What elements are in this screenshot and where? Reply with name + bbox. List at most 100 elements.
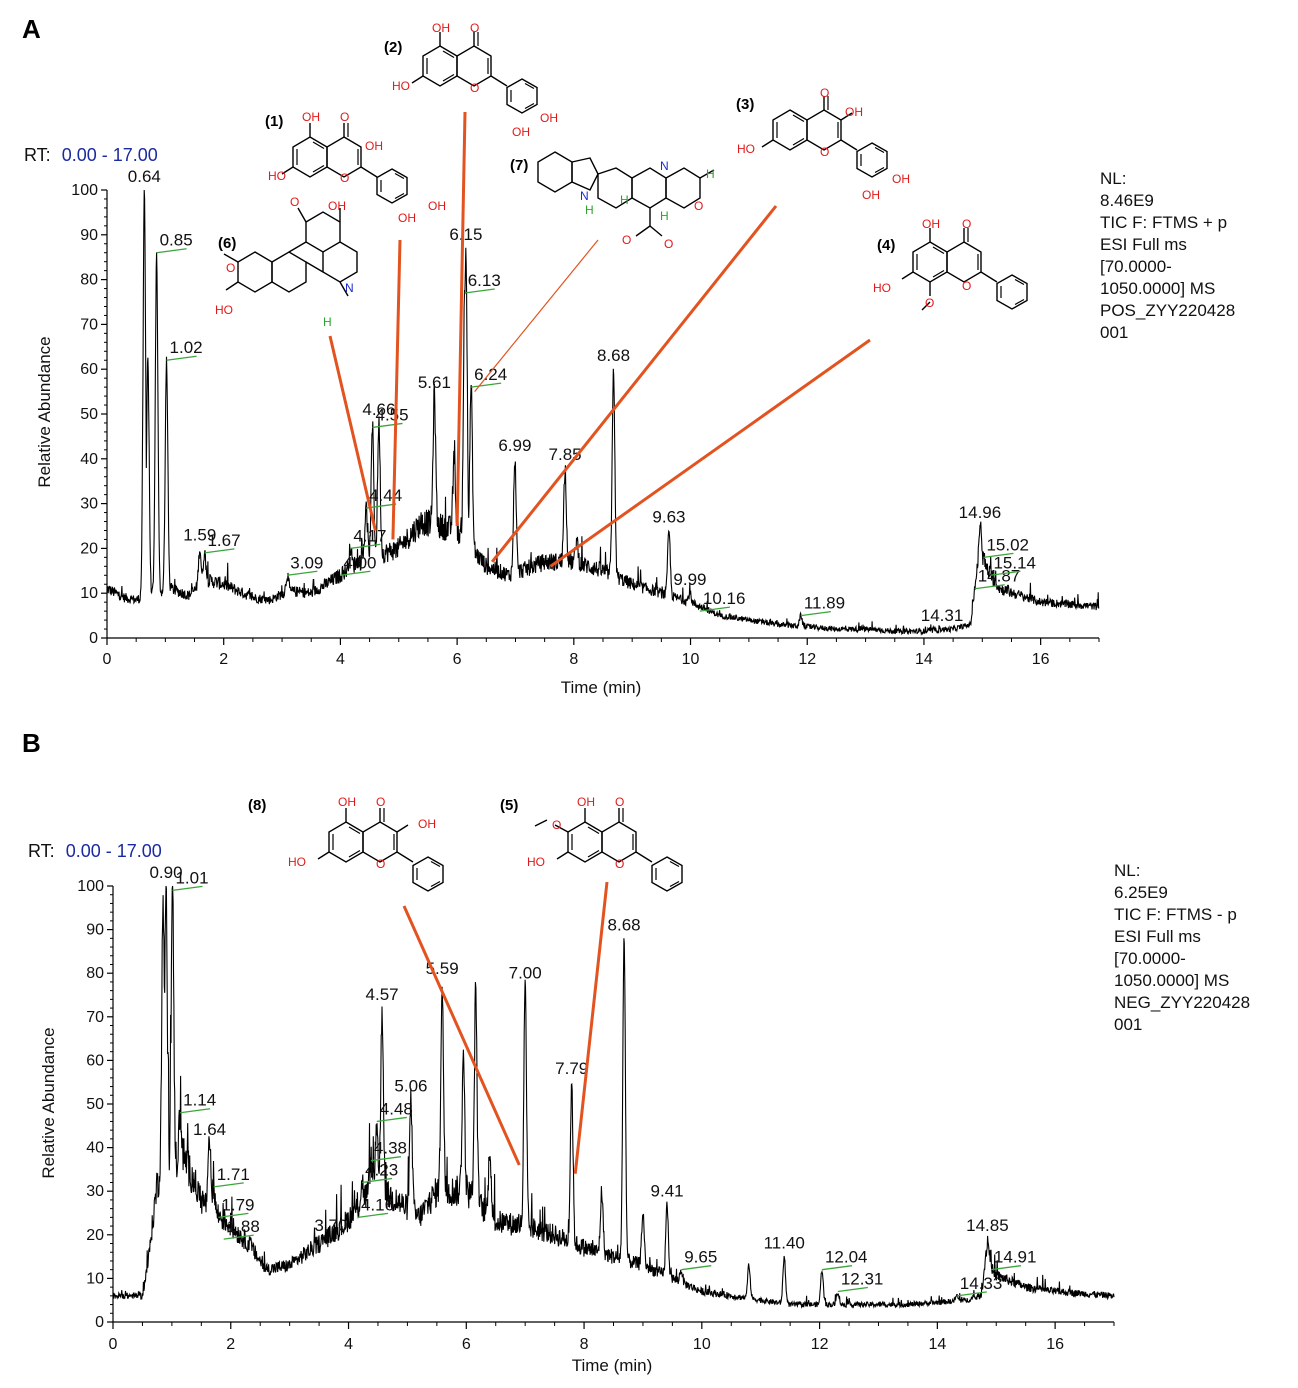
- peak-label-text: 3.70: [314, 1216, 347, 1235]
- svg-text:HO: HO: [527, 855, 545, 869]
- peak-label: 4.00: [340, 553, 377, 576]
- peak-tag-line: [990, 570, 1021, 576]
- panel-letter-b: B: [22, 728, 41, 758]
- x-tick-label: 10: [693, 1336, 711, 1353]
- info-line: ESI Full ms: [1114, 927, 1201, 946]
- y-tick-label: 20: [80, 540, 98, 557]
- peak-label-text: 3.09: [290, 553, 323, 572]
- peak-tag-line: [350, 543, 381, 550]
- peak-tag-line: [340, 570, 371, 576]
- chromatogram-trace-b: [112, 885, 1115, 1309]
- peak-tag-line: [681, 1265, 712, 1271]
- y-tick-label: 0: [89, 630, 98, 647]
- peak-label: 12.04: [821, 1248, 867, 1271]
- svg-text:O: O: [962, 217, 971, 231]
- x-tick-label: 2: [226, 1336, 235, 1353]
- svg-text:H: H: [620, 193, 629, 207]
- peak-label-text: 4.17: [353, 526, 386, 545]
- x-tick-label: 8: [569, 651, 578, 668]
- peak-label: 6.13: [464, 271, 501, 294]
- leader-line: [455, 111, 467, 527]
- structure-compound-6: (6) O OH O HO N H: [215, 195, 358, 329]
- x-tick-label: 8: [580, 1336, 589, 1353]
- x-tick-label: 0: [109, 1336, 118, 1353]
- peak-label: 0.85: [156, 231, 193, 254]
- peak-label-text: 4.00: [343, 553, 376, 572]
- peak-label-text: 6.13: [468, 271, 501, 290]
- peak-label-text: 1.67: [207, 531, 240, 550]
- peak-label: 3.70: [314, 1216, 347, 1235]
- y-tick-label: 30: [86, 1183, 104, 1200]
- leader-line: [391, 239, 402, 540]
- structure-compound-8: (8) OH O OH HO O: [248, 795, 444, 892]
- peak-tag-line: [287, 570, 318, 576]
- peak-label-text: 7.00: [509, 963, 542, 982]
- compound-label-1: (1): [265, 113, 283, 130]
- leader-line: [402, 905, 521, 1166]
- peak-tag-line: [370, 1156, 401, 1162]
- peak-label: 14.31: [921, 606, 964, 625]
- peak-label-text: 4.23: [365, 1160, 398, 1179]
- y-tick-label: 40: [86, 1140, 104, 1157]
- peak-label: 15.02: [983, 535, 1029, 559]
- peak-tag-line: [204, 548, 235, 554]
- info-line: 001: [1100, 323, 1128, 342]
- svg-text:OH: OH: [845, 105, 863, 119]
- peak-label-text: 4.66: [362, 400, 395, 419]
- peak-label-text: 4.38: [374, 1139, 407, 1158]
- peak-label: 9.41: [651, 1181, 684, 1200]
- peak-labels-b: 0.901.01 1.14 1.64 1.71 1.79 1.88 3.70 4.16 4.23…: [149, 863, 1037, 1297]
- peak-label: 3.09: [287, 553, 323, 576]
- svg-text:OH: OH: [512, 125, 530, 139]
- y-tick-label: 50: [86, 1096, 104, 1113]
- compound-label-5: (5): [500, 797, 518, 814]
- peak-label-text: 1.64: [193, 1120, 226, 1139]
- svg-text:HO: HO: [215, 303, 233, 317]
- svg-text:O: O: [820, 86, 829, 100]
- y-tick-label: 40: [80, 451, 98, 468]
- peak-label: 4.44: [366, 486, 402, 509]
- peak-tag-line: [357, 1212, 389, 1219]
- peak-label: 15.14: [990, 553, 1036, 576]
- peak-label-text: 0.85: [160, 231, 193, 250]
- svg-text:OH: OH: [398, 211, 416, 225]
- info-line: TIC F: FTMS + p: [1100, 213, 1227, 232]
- compound-label-4: (4): [877, 237, 895, 254]
- peak-tag-line: [361, 1177, 393, 1184]
- info-line: 1050.0000] MS: [1114, 971, 1229, 990]
- compound-label-8: (8): [248, 797, 266, 814]
- peak-tag-line: [180, 1108, 211, 1114]
- peak-label: 1.59: [183, 525, 216, 544]
- peak-label: 9.63: [652, 507, 685, 526]
- peak-label-text: 11.89: [804, 594, 845, 613]
- compound-label-6: (6): [218, 235, 236, 252]
- svg-text:O: O: [962, 279, 971, 293]
- y-tick-label: 60: [80, 361, 98, 378]
- y-tick-label: 70: [80, 316, 98, 333]
- info-line: 001: [1114, 1015, 1142, 1034]
- rt-range-label-b: RT: 0.00 - 17.00: [28, 841, 162, 861]
- svg-text:OH: OH: [432, 21, 450, 35]
- svg-text:O: O: [694, 199, 703, 213]
- peak-label-text: 4.16: [361, 1195, 394, 1214]
- peak-tag-line: [372, 422, 403, 429]
- peak-label-text: 12.31: [841, 1269, 884, 1288]
- info-line: TIC F: FTMS - p: [1114, 905, 1237, 924]
- peak-label: 1.71: [213, 1165, 250, 1188]
- peak-label-text: 14.91: [994, 1248, 1037, 1267]
- compound-label-7: (7): [510, 157, 528, 174]
- peak-label: 4.17: [350, 526, 386, 550]
- compound-leader-lines: [328, 111, 871, 1174]
- peak-label: 1.67: [204, 531, 241, 554]
- info-line: [70.0000-: [1100, 257, 1172, 276]
- peak-tag-line: [990, 1265, 1022, 1271]
- peak-label-text: 1.02: [170, 338, 203, 357]
- x-tick-label: 6: [453, 651, 462, 668]
- peak-label-text: 9.65: [684, 1248, 717, 1267]
- info-block-b: NL: 6.25E9 TIC F: FTMS - p ESI Full ms [70.0…: [1114, 861, 1250, 1034]
- leader-line: [549, 338, 871, 568]
- y-tick-label: 100: [77, 878, 104, 895]
- svg-text:HO: HO: [392, 79, 410, 93]
- x-tick-label: 0: [103, 651, 112, 668]
- peak-label-text: 1.88: [227, 1217, 260, 1236]
